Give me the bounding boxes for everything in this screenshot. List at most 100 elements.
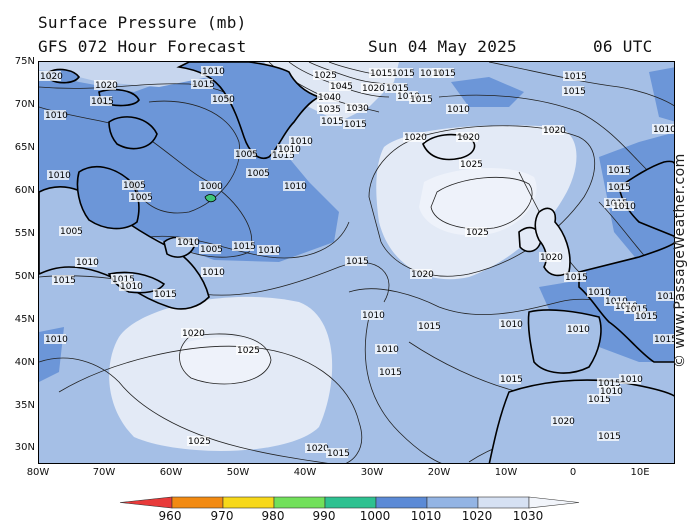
isobar-label: 1010 [45, 111, 68, 121]
isobar-label: 1010 [657, 292, 675, 302]
isobar-label-background [563, 71, 585, 81]
isobar-label-background [343, 119, 365, 129]
isobar-label: 1015 [625, 305, 648, 315]
isobar-label: 1010 [290, 137, 313, 147]
isobar-label-box: 1015 [587, 394, 611, 405]
isobar-label: 1015 [433, 69, 456, 79]
isobar-label-background [47, 170, 69, 180]
isobar-label: 1010 [202, 67, 225, 77]
colorbar-min-arrow [119, 496, 173, 509]
isobar-label-background [246, 168, 268, 178]
isobar-label: 1050 [212, 95, 235, 105]
isobar-label-background [119, 281, 141, 291]
isobar-label: 1010 [447, 105, 470, 115]
isobar-label-background [320, 116, 342, 126]
isobar-label-box: 1005 [122, 180, 146, 191]
isobar-label-box: 1015 [634, 311, 658, 322]
isobar-label-box: 1015 [326, 448, 350, 459]
isobar-label-background [94, 80, 116, 90]
lon-tick-label: 10W [494, 467, 518, 478]
isobar-label-background [375, 344, 397, 354]
isobar-label-background [456, 132, 478, 142]
isobar-label-box: 1010 [257, 245, 281, 256]
isobar-label: 1030 [346, 104, 369, 114]
isobar-label-background [122, 180, 144, 190]
isobar-label-background [564, 272, 586, 282]
isobar-label-box: 1015 [320, 116, 344, 127]
isobar-label-background [385, 83, 407, 93]
isobar-label: 1015 [379, 368, 402, 378]
isobar-label-box: 1020 [410, 269, 434, 280]
isobar-label-background [44, 110, 66, 120]
isobar-label: 1015 [563, 87, 586, 97]
isobar-label: 1040 [318, 93, 341, 103]
colorbar-tick-label: 1000 [359, 509, 391, 523]
isobar-label-box: 1015 [563, 71, 587, 82]
isobar-label-background [176, 237, 198, 247]
isobar-label-box: 1015 [345, 256, 369, 267]
isobar-label-background [59, 226, 81, 236]
isobar-label: 1010 [653, 125, 675, 135]
lon-tick-label: 20W [427, 467, 451, 478]
isobar-label-background [551, 416, 573, 426]
colorbar-segment [477, 496, 530, 509]
isobar-label-box: 1020 [39, 71, 63, 82]
isobar-label-box: 1025 [313, 70, 337, 81]
isobar-label-background [277, 144, 299, 154]
isobar-label-background [562, 86, 584, 96]
isobar-label-box: 1010 [566, 324, 590, 335]
isobar-label-background [499, 374, 521, 384]
isobar-label-box: 1010 [587, 287, 611, 298]
isobar-label: 1000 [200, 182, 223, 192]
isobar-label: 1015 [500, 375, 523, 385]
isobar-label: 1020 [362, 84, 385, 94]
isobar-label: 1005 [247, 169, 270, 179]
isobar-label-box: 1015 [369, 68, 393, 79]
isobar-label-box: 1010 [652, 124, 675, 135]
colorbar-svg [119, 496, 580, 509]
colorbar-max-arrow [528, 496, 580, 509]
isobar-label-background [607, 165, 629, 175]
forecast-label: GFS 072 Hour Forecast [38, 37, 247, 56]
isobar-label-background [566, 324, 588, 334]
isobar-label-background [39, 71, 61, 81]
isobar-label-box: 1015 [111, 274, 135, 285]
isobar-label: 1015 [410, 95, 433, 105]
isobar-label-background [542, 125, 564, 135]
isobar-label-background [459, 159, 481, 169]
isobar-label: 1015 [608, 183, 631, 193]
lon-tick-label: 80W [26, 467, 50, 478]
isobar-label: 1015 [418, 322, 441, 332]
lon-tick-label: 0 [569, 467, 577, 478]
isobar-label-background [187, 436, 209, 446]
isobar-label-background [587, 287, 609, 297]
isobar-label-background [599, 386, 621, 396]
isobar-label: 1015 [192, 80, 215, 90]
isobar-label-box: 1010 [599, 386, 623, 397]
isobar-label-background [652, 124, 674, 134]
isobar-label-box: 1035 [317, 104, 341, 115]
isobar-label-box: 1010 [44, 334, 68, 345]
isobar-label: 1010 [362, 311, 385, 321]
isobar-label-background [409, 94, 431, 104]
isobar-label-box: 1015 [409, 94, 433, 105]
isobar-label: 1010 [600, 387, 623, 397]
lon-tick-label: 10E [630, 467, 650, 478]
isobar-label-box: 1010 [499, 319, 523, 330]
great-britain [534, 207, 571, 277]
isobar-label-box: 1010 [47, 170, 71, 181]
isobar-label: 1020 [540, 253, 563, 263]
isobar-label: 1010 [177, 238, 200, 248]
isobar-label-box: 1010 [176, 237, 200, 248]
isobar-label-background [111, 274, 133, 284]
isobar-label-background [313, 70, 335, 80]
lon-tick-label: 60W [159, 467, 183, 478]
isobar-label: 1025 [237, 346, 260, 356]
isobar-label-box: 1025 [459, 159, 483, 170]
isobar-label: 1015 [608, 166, 631, 176]
isobar-label: 1020 [552, 417, 575, 427]
isobar-label: 1015 [233, 242, 256, 252]
isobar-label-box: 1020 [456, 132, 480, 143]
isobar-label: 1010 [120, 282, 143, 292]
isobar-label-box: 1010 [619, 374, 643, 385]
